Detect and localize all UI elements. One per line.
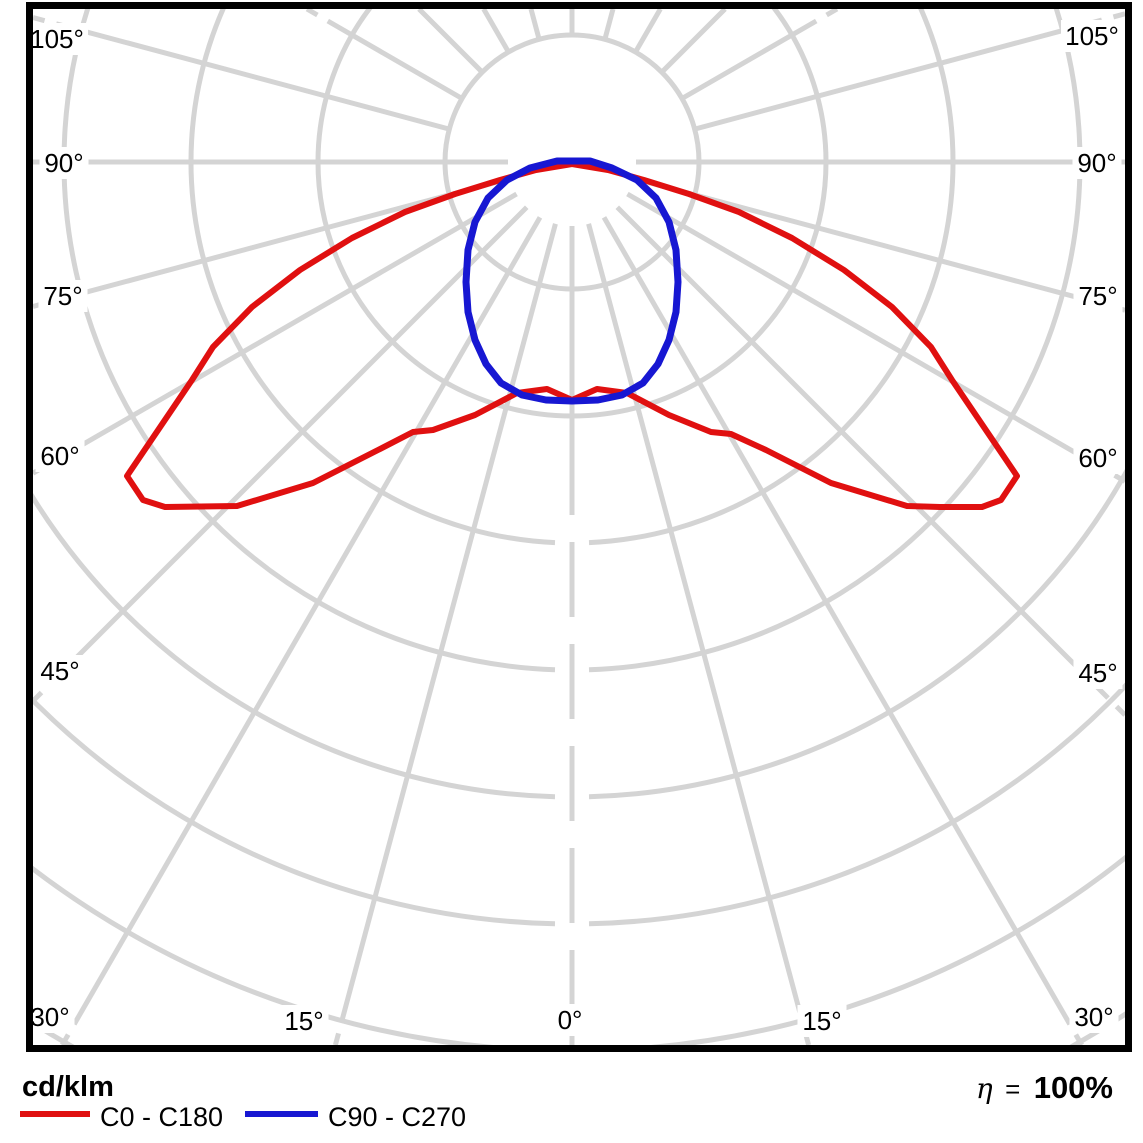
distribution-curves: [124, 157, 1020, 510]
angle-label-mask: [35, 440, 85, 472]
angle-label-mask: [33, 1001, 75, 1033]
polar-radial-line: [825, 9, 839, 18]
polar-radial-line: [48, 205, 529, 686]
legend: C0 - C180 C90 - C270: [20, 1102, 466, 1132]
angle-labels: 105° 90° 75° 60° 45° 30° 15° 0° 15° 30° 45° 60° 75° 9…: [30, 20, 1123, 1037]
curve-c90-c270: [462, 157, 682, 405]
angle-label-mask: [33, 23, 88, 55]
angle-label-mask: [552, 1004, 588, 1036]
angle-label: 15°: [802, 1006, 841, 1036]
polar-radial-line: [33, 690, 44, 703]
angle-label: 90°: [44, 148, 83, 178]
efficiency-label: η = 100%: [976, 1070, 1113, 1105]
polar-radial-line: [417, 9, 484, 74]
angle-label-mask: [797, 1005, 847, 1037]
polar-radial-line: [633, 9, 663, 54]
plot-border: [26, 2, 1132, 1052]
angle-label-mask: [1073, 442, 1123, 474]
angle-label: 30°: [1074, 1002, 1113, 1032]
angle-label-mask: [1061, 20, 1123, 52]
angle-label-mask: [1073, 657, 1123, 689]
angle-label: 90°: [1077, 148, 1116, 178]
angle-label: 0°: [558, 1005, 583, 1035]
polar-radial-line: [615, 205, 1110, 700]
polar-radial-line: [55, 21, 450, 132]
polar-radial-line: [481, 9, 511, 54]
polar-radial-line: [601, 216, 1072, 1026]
polar-radial-line: [626, 191, 1106, 472]
polar-radial-line: [33, 15, 46, 24]
eta-symbol: η: [976, 1072, 993, 1105]
angle-label: 45°: [1078, 658, 1117, 688]
angle-label: 105°: [30, 24, 84, 54]
polar-ring: [33, 468, 1125, 800]
polar-radial-line: [332, 1032, 341, 1045]
polar-radial-line: [326, 18, 464, 101]
polar-radial-line: [339, 223, 558, 1023]
angle-label-mask: [35, 655, 85, 687]
angle-label: 15°: [284, 1006, 323, 1036]
polar-radial-line: [680, 18, 818, 101]
polar-radial-line: [1113, 473, 1125, 484]
equals-sign: =: [1005, 1074, 1020, 1104]
polar-radial-line: [1073, 1033, 1084, 1045]
angle-label: 30°: [30, 1002, 69, 1032]
angle-label-mask: [1072, 147, 1122, 179]
angle-label: 105°: [1065, 21, 1119, 51]
polar-radial-line: [52, 191, 518, 464]
angle-label-mask: [279, 1005, 329, 1037]
curve-c0-c180: [124, 161, 1020, 510]
polar-radial-line: [72, 216, 543, 1026]
polar-radial-line: [60, 1033, 71, 1045]
polar-radial-line: [1112, 11, 1125, 20]
angle-label: 75°: [43, 281, 82, 311]
legend-label-c0-c180: C0 - C180: [100, 1102, 223, 1132]
angle-label: 60°: [40, 441, 79, 471]
polar-radial-line: [1114, 704, 1125, 717]
angle-label-mask: [1073, 280, 1123, 312]
angle-label-mask: [1069, 1001, 1119, 1033]
angle-label-mask: [39, 147, 89, 179]
polar-radial-line: [660, 9, 727, 74]
polar-radial-line: [305, 9, 319, 18]
polar-radial-line: [602, 9, 616, 40]
efficiency-value: 100%: [1034, 1070, 1113, 1105]
angle-label: 75°: [1078, 281, 1117, 311]
polar-radial-line: [694, 17, 1103, 132]
polar-radial-line: [586, 223, 805, 1023]
angle-label-mask: [38, 280, 88, 312]
angle-label: 45°: [40, 656, 79, 686]
units-label: cd/klm: [22, 1071, 114, 1103]
angle-label: 60°: [1078, 443, 1117, 473]
polar-radial-line: [528, 9, 542, 40]
legend-label-c90-c270: C90 - C270: [328, 1102, 466, 1132]
